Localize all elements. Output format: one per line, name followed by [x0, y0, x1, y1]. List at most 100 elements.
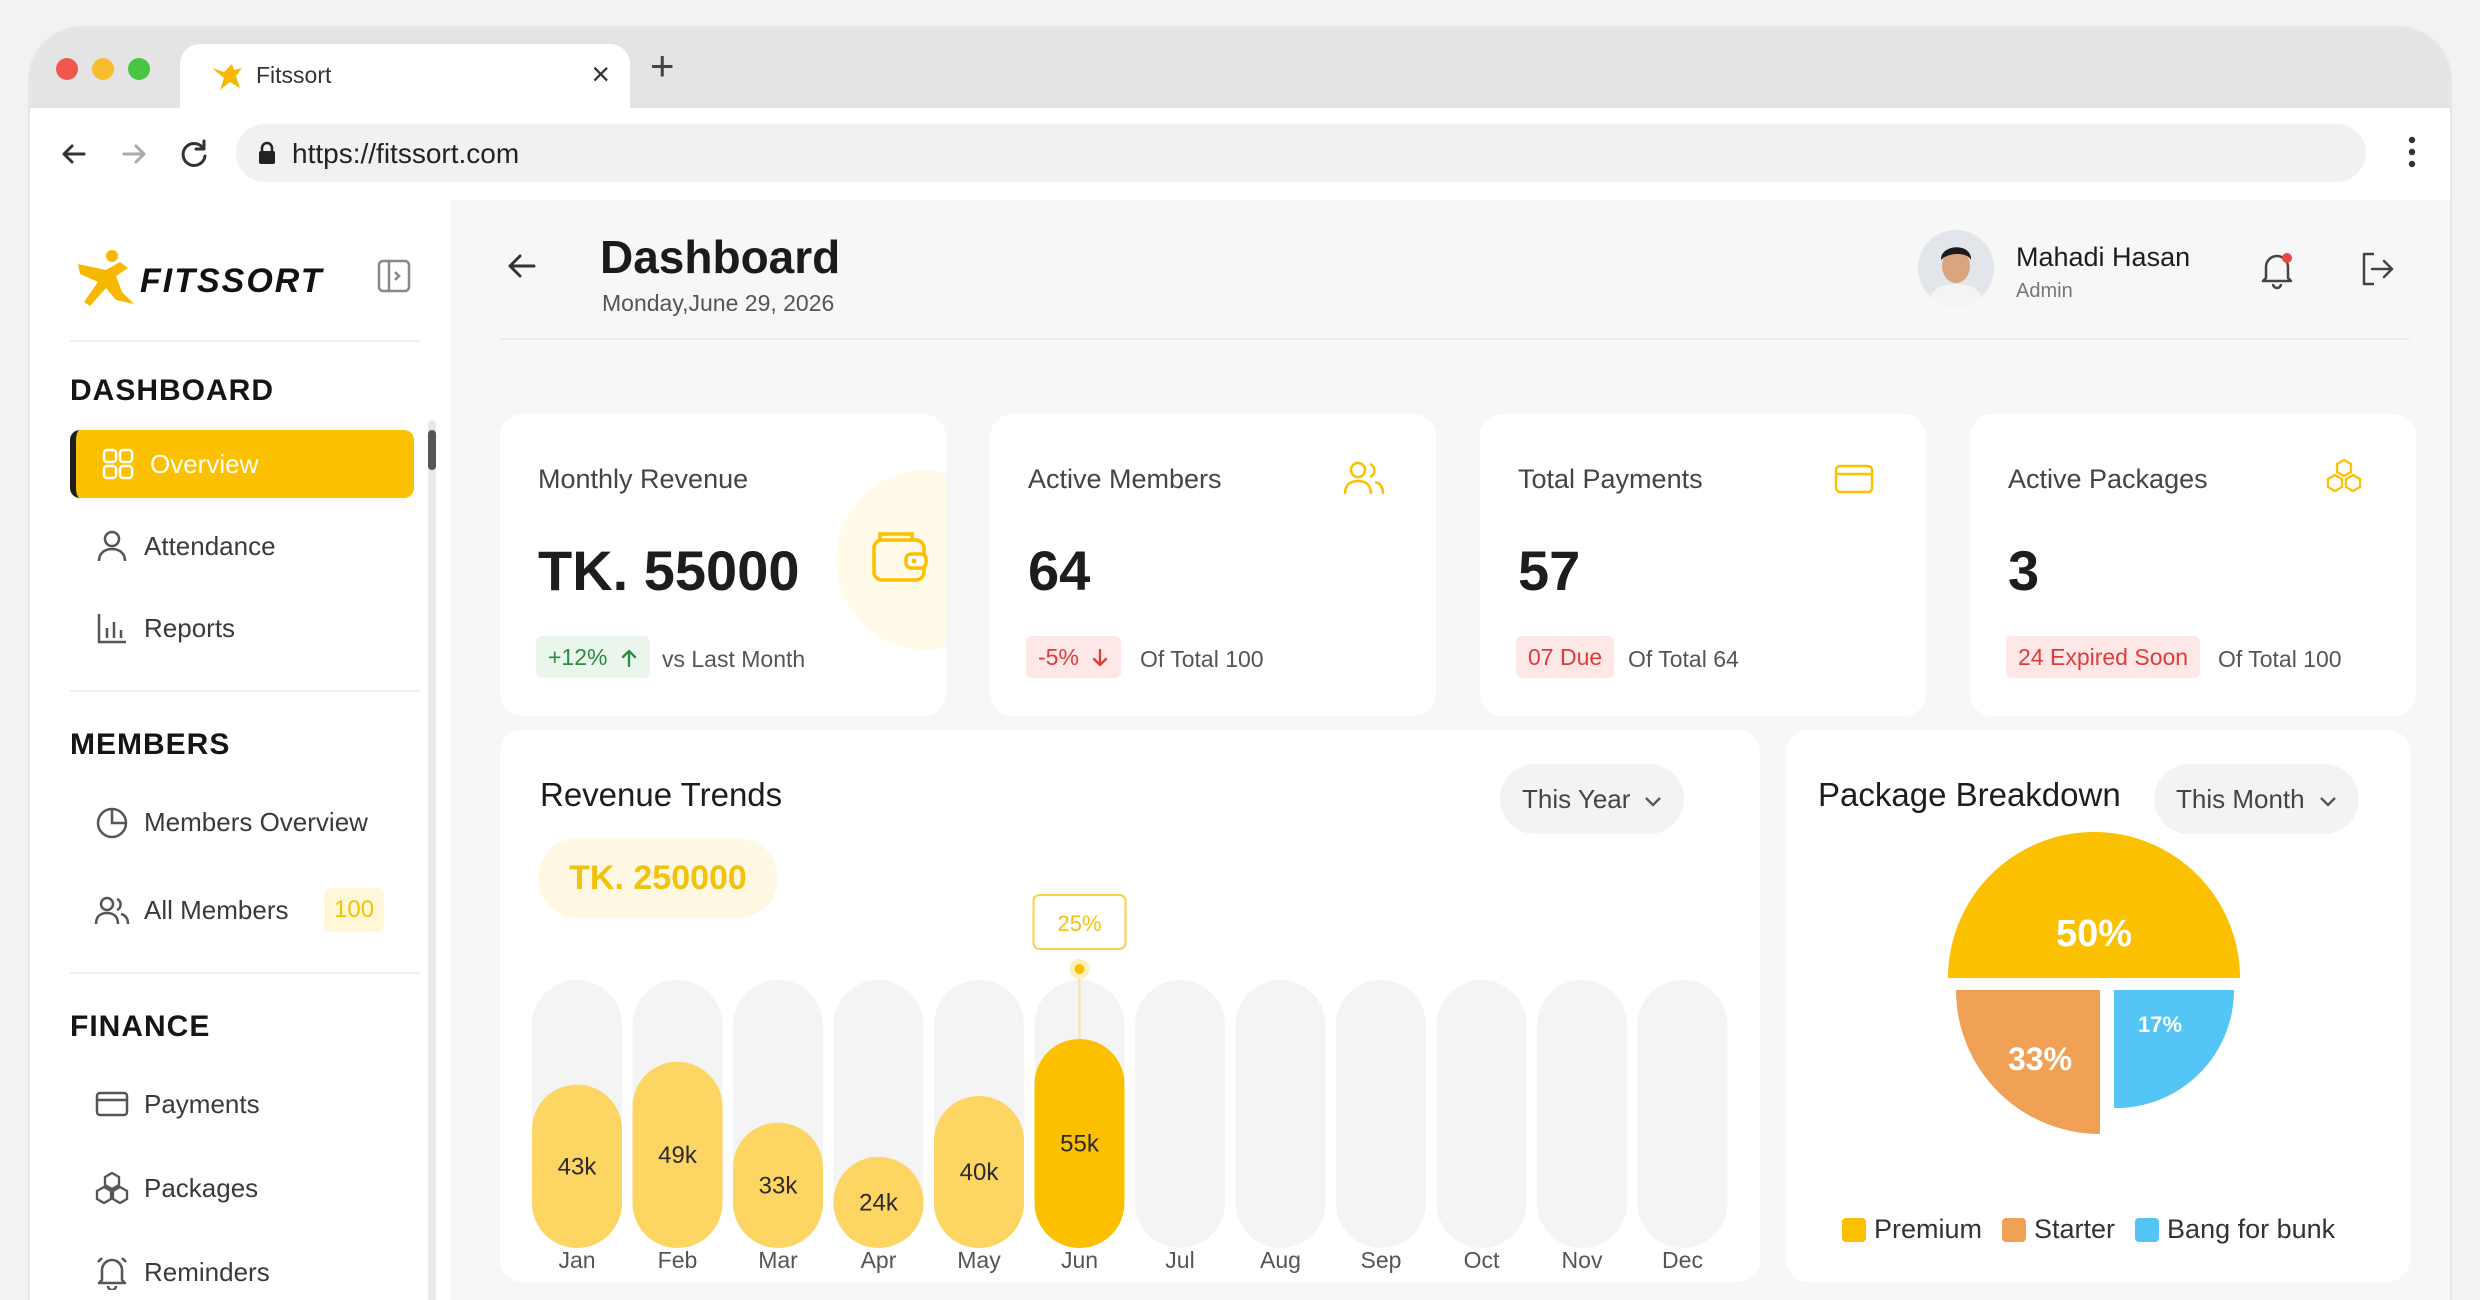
- sidebar-item-label: All Members: [144, 894, 289, 925]
- revenue-bar-chart: 43k Jan 49k Feb 33k Mar 24k Apr 40k May 55k 25% Jun J…: [532, 894, 1728, 1273]
- bar-track: [1436, 980, 1527, 1248]
- tab-bar: Fitssort × +: [30, 28, 2450, 108]
- maximize-window-button[interactable]: [128, 58, 150, 80]
- x-tick-label: Mar: [758, 1247, 798, 1273]
- bar-mar[interactable]: [733, 1122, 823, 1248]
- revenue-total-badge: TK. 250000: [538, 838, 778, 918]
- x-tick-label: Jun: [1061, 1247, 1098, 1273]
- bar-may[interactable]: [934, 1096, 1024, 1248]
- fitssort-favicon-icon: [212, 64, 242, 90]
- total-payments-card: Total Payments 57 07 Due Of Total 64: [1480, 414, 1926, 716]
- bar-value-label: 49k: [658, 1142, 698, 1169]
- package-period-dropdown[interactable]: This Month: [2154, 764, 2359, 834]
- bar-apr[interactable]: [833, 1156, 924, 1248]
- package-breakdown-panel: Package Breakdown This Month 50% 33% 17% P…: [1786, 730, 2410, 1282]
- sidebar-item-overview[interactable]: Overview: [70, 430, 414, 498]
- avatar[interactable]: [1918, 230, 1994, 306]
- lock-icon: [259, 141, 275, 164]
- tab-title: Fitssort: [256, 62, 332, 88]
- panel-title: Revenue Trends: [540, 776, 783, 813]
- grid-icon: [102, 448, 134, 480]
- bar-track: [1637, 980, 1728, 1248]
- logout-icon[interactable]: [2354, 246, 2400, 292]
- card-value: 57: [1518, 539, 1581, 602]
- badge-text: -5%: [1038, 644, 1079, 670]
- browser-menu-icon[interactable]: [2408, 132, 2416, 172]
- members-count-badge: 100: [324, 888, 385, 932]
- sidebar-divider: [70, 690, 420, 692]
- browser-forward-icon[interactable]: [114, 134, 154, 174]
- x-tick-label: Oct: [1464, 1247, 1500, 1273]
- card-subtext: Of Total 100: [2218, 646, 2342, 672]
- new-tab-button[interactable]: +: [650, 42, 675, 89]
- sidebar-item-payments[interactable]: Payments: [70, 1070, 414, 1138]
- badge-text: +12%: [548, 644, 608, 670]
- boxes-icon: [2326, 458, 2362, 493]
- wallet-icon: [872, 532, 928, 582]
- pie-legend: Premium Starter Bang for bunk: [1842, 1214, 2335, 1245]
- tab-close-icon[interactable]: ×: [591, 56, 610, 92]
- pie-slice-starter[interactable]: [1956, 990, 2100, 1134]
- users-icon: [94, 896, 130, 925]
- pie-value-label: 50%: [2056, 913, 2132, 955]
- sidebar-item-label: Attendance: [144, 530, 276, 561]
- legend-item-starter: Starter: [2002, 1214, 2115, 1245]
- sidebar-item-label: Payments: [144, 1088, 260, 1119]
- legend-item-bang-for-bunk: Bang for bunk: [2135, 1214, 2335, 1245]
- bar-track: [1537, 980, 1627, 1248]
- x-tick-label: May: [957, 1247, 1001, 1273]
- highlight-dot: [1074, 964, 1085, 974]
- sidebar: FITSSORT DASHBOARD Overview Attendance: [30, 200, 450, 1300]
- sidebar-item-reminders[interactable]: Reminders: [70, 1238, 414, 1300]
- sidebar-item-attendance[interactable]: Attendance: [70, 512, 414, 580]
- x-tick-label: Apr: [861, 1247, 897, 1273]
- bar-feb[interactable]: [632, 1061, 723, 1248]
- legend-item-premium: Premium: [1842, 1214, 1982, 1245]
- sidebar-item-label: Overview: [150, 448, 259, 479]
- legend-label: Bang for bunk: [2167, 1214, 2336, 1244]
- url-text: https://fitssort.com: [292, 138, 520, 169]
- sidebar-toggle-icon[interactable]: [376, 258, 412, 294]
- back-arrow-icon[interactable]: [500, 244, 544, 288]
- card-subtext: vs Last Month: [662, 646, 806, 672]
- legend-swatch: [2135, 1217, 2160, 1242]
- user-name: Mahadi Hasan: [2016, 242, 2191, 272]
- active-packages-card: Active Packages 3 24 Expired Soon Of Tot…: [1970, 414, 2416, 716]
- browser-tab[interactable]: Fitssort ×: [180, 44, 630, 108]
- main-content: Dashboard Monday,June 29, 2026 Mahadi Ha…: [450, 200, 2450, 1300]
- sidebar-item-members-overview[interactable]: Members Overview: [70, 788, 414, 856]
- card-icon: [1834, 464, 1874, 494]
- pie-slice-bang-for-bunk[interactable]: [2114, 990, 2234, 1109]
- card-label: Total Payments: [1518, 464, 1703, 494]
- sidebar-item-label: Reports: [144, 612, 236, 643]
- x-tick-label: Feb: [658, 1247, 698, 1273]
- sidebar-item-packages[interactable]: Packages: [70, 1154, 414, 1222]
- revenue-period-dropdown[interactable]: This Year: [1500, 764, 1685, 834]
- members-change-badge: -5%: [1026, 636, 1122, 678]
- pie-slice-premium[interactable]: [1948, 832, 2240, 978]
- notification-bell-icon[interactable]: [2254, 246, 2300, 292]
- url-field[interactable]: https://fitssort.com: [236, 124, 2366, 182]
- user-role: Admin: [2016, 280, 2073, 302]
- sidebar-item-label: Members Overview: [144, 806, 368, 837]
- sidebar-item-all-members[interactable]: All Members 100: [70, 876, 414, 944]
- page-title: Dashboard: [600, 231, 841, 283]
- bar-jun[interactable]: [1034, 1039, 1125, 1248]
- browser-back-icon[interactable]: [54, 134, 94, 174]
- sidebar-scrollbar-thumb[interactable]: [428, 430, 436, 470]
- card-label: Active Members: [1028, 464, 1222, 494]
- card-subtext: Of Total 64: [1628, 646, 1739, 672]
- sidebar-scrollbar[interactable]: [428, 420, 436, 1300]
- minimize-window-button[interactable]: [92, 58, 114, 80]
- sidebar-item-reports[interactable]: Reports: [70, 594, 414, 662]
- close-window-button[interactable]: [56, 58, 78, 80]
- section-title-dashboard: DASHBOARD: [70, 374, 274, 407]
- boxes-icon: [95, 1171, 129, 1205]
- legend-swatch: [2002, 1217, 2027, 1242]
- bar-value-label: 33k: [759, 1172, 799, 1199]
- card-icon: [95, 1091, 129, 1117]
- reload-icon[interactable]: [174, 134, 214, 174]
- legend-swatch: [1842, 1217, 1866, 1242]
- active-members-card: Active Members 64 -5% Of Total 100: [990, 414, 1436, 716]
- bar-jan[interactable]: [532, 1084, 622, 1248]
